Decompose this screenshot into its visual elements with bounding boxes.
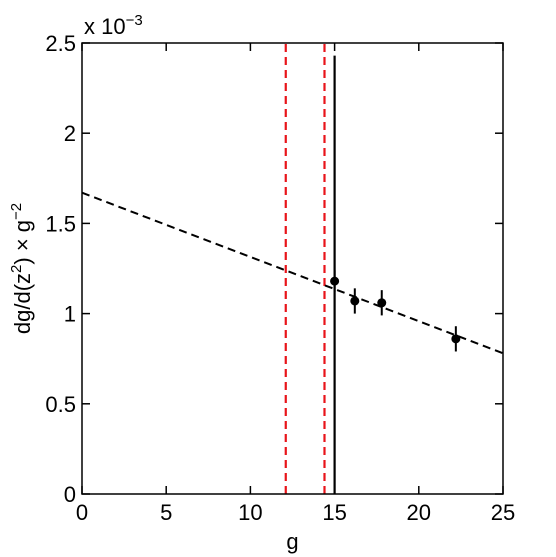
y-tick-label-1: 0.5 bbox=[45, 392, 76, 417]
y-axis-label: dg/d(z2) × g−2 bbox=[8, 203, 35, 334]
x-tick-label-1: 5 bbox=[160, 500, 172, 525]
x-tick-label-5: 25 bbox=[491, 500, 515, 525]
tick-labels: 0 5 10 15 20 25 0 0.5 1 1.5 2 2.5 bbox=[45, 31, 515, 525]
x-tick-label-2: 10 bbox=[238, 500, 262, 525]
exponent-base: x 10 bbox=[84, 14, 126, 39]
exponent-label: x 10−3 bbox=[84, 12, 143, 39]
y-tick-label-5: 2.5 bbox=[45, 31, 76, 56]
ticks bbox=[81, 42, 504, 495]
x-tick-label-3: 15 bbox=[322, 500, 346, 525]
y-label-part-1: dg/d(z bbox=[10, 273, 35, 334]
y-label-part-2: ) × g bbox=[10, 220, 35, 265]
fit-line bbox=[81, 191, 504, 355]
x-tick-label-4: 20 bbox=[407, 500, 431, 525]
data-point-1 bbox=[350, 296, 360, 306]
data-point-0 bbox=[330, 276, 340, 286]
plot-content bbox=[81, 43, 504, 494]
y-label-sup-1: 2 bbox=[8, 265, 25, 273]
y-tick-label-2: 1 bbox=[64, 302, 76, 327]
y-tick-label-0: 0 bbox=[64, 482, 76, 507]
y-label-sup-2: −2 bbox=[8, 203, 25, 220]
plot-frame bbox=[81, 42, 504, 495]
data-point-2 bbox=[377, 298, 387, 308]
x-axis-label: g bbox=[286, 529, 298, 554]
y-tick-label-3: 1.5 bbox=[45, 211, 76, 236]
x-tick-label-0: 0 bbox=[76, 500, 88, 525]
exponent-power: −3 bbox=[126, 12, 143, 29]
y-tick-label-4: 2 bbox=[64, 121, 76, 146]
data-point-3 bbox=[451, 334, 461, 344]
